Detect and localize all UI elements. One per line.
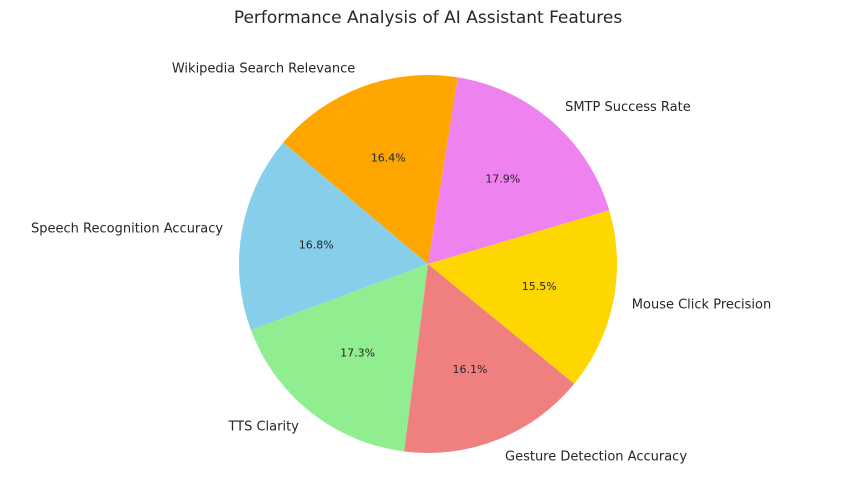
pie-slice-tts-clarity <box>250 264 428 452</box>
pie-slice-smtp-success-rate <box>428 77 610 264</box>
pct-label-smtp-success-rate: 17.9% <box>485 172 520 185</box>
slice-label-tts-clarity: TTS Clarity <box>227 420 299 435</box>
slice-label-smtp-success-rate: SMTP Success Rate <box>565 100 691 115</box>
slice-label-speech-recognition-accuracy: Speech Recognition Accuracy <box>31 221 223 236</box>
pct-label-speech-recognition-accuracy: 16.8% <box>299 238 334 251</box>
pie-slice-speech-recognition-accuracy <box>239 142 428 331</box>
pct-label-tts-clarity: 17.3% <box>340 346 375 359</box>
pie-slices <box>239 75 618 453</box>
slice-label-wikipedia-search-relevance: Wikipedia Search Relevance <box>172 62 355 77</box>
pie-slice-mouse-click-precision <box>428 210 618 384</box>
slice-label-mouse-click-precision: Mouse Click Precision <box>632 298 771 313</box>
pie-slice-wikipedia-search-relevance <box>283 75 458 265</box>
pie-slice-gesture-detection-accuracy <box>404 264 575 453</box>
slice-label-gesture-detection-accuracy: Gesture Detection Accuracy <box>505 450 687 465</box>
pct-label-mouse-click-precision: 15.5% <box>522 280 557 293</box>
pct-label-gesture-detection-accuracy: 16.1% <box>453 363 488 376</box>
chart-title: Performance Analysis of AI Assistant Fea… <box>234 8 623 28</box>
pct-label-wikipedia-search-relevance: 16.4% <box>371 151 406 164</box>
pie-labels: 16.8% Speech Recognition Accuracy 17.3% TTS… <box>31 62 771 465</box>
